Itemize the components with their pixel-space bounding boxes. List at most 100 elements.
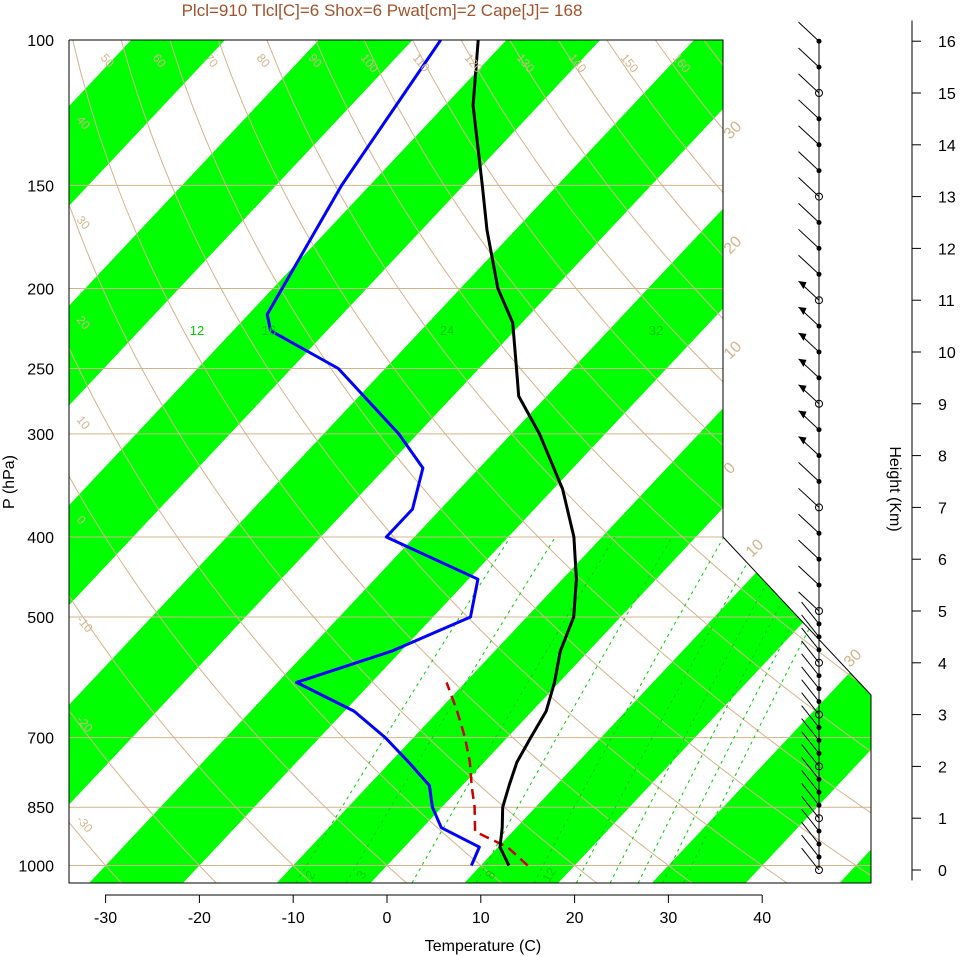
x-tick-label: -10 <box>282 910 305 927</box>
wind-barb-pennant <box>798 410 807 419</box>
barb-level-marker <box>816 530 822 536</box>
wind-barb-pennant <box>798 332 807 341</box>
barb-level-marker <box>815 710 823 719</box>
barb-level-marker <box>816 699 822 705</box>
barb-level-marker <box>816 142 822 148</box>
wind-barb <box>801 679 820 702</box>
barb-level-marker <box>815 192 823 201</box>
dry-adiabat <box>412 40 871 883</box>
parcel-line <box>445 681 529 867</box>
wind-barb <box>798 203 820 223</box>
barb-level-marker <box>815 503 823 512</box>
p-tick-label: 100 <box>27 33 54 50</box>
isotherm-label: 0 <box>721 459 739 477</box>
barb-level-marker <box>816 38 822 44</box>
height-tick-label: 1 <box>938 811 947 828</box>
green-band <box>69 40 413 883</box>
dry-adiabat-label: 80 <box>254 51 274 70</box>
chart-title: Plcl=910 Tlcl[C]=6 Shox=6 Pwat[cm]=2 Cap… <box>182 1 583 20</box>
dry-adiabat <box>69 40 407 883</box>
barb-level-marker <box>816 621 822 627</box>
mixing-ratio-line <box>411 536 616 883</box>
height-tick-label: 14 <box>938 138 956 155</box>
barb-level-marker <box>816 854 822 860</box>
plot-area <box>69 40 871 883</box>
x-tick-label: 10 <box>472 910 490 927</box>
barb-level-marker <box>816 556 822 562</box>
dry-adiabat <box>460 40 871 883</box>
height-tick-label: 3 <box>938 708 947 725</box>
mixing-ratio-line <box>295 536 511 883</box>
wind-barb <box>798 73 820 94</box>
height-tick-label: 16 <box>938 34 956 51</box>
plot-frame <box>68 39 872 884</box>
mixing-ratio-line <box>533 536 725 883</box>
height-tick-label: 0 <box>938 863 947 880</box>
wind-barb-pennant <box>798 384 807 393</box>
dewpoint-line <box>265 40 481 867</box>
barb-level-marker <box>816 673 822 679</box>
x-tick-label: -30 <box>94 910 117 927</box>
mixing-ratio-label: 12 <box>539 865 559 885</box>
wind-barb <box>801 627 820 651</box>
mixing-ratio-line <box>637 536 818 883</box>
wind-barb <box>801 744 820 767</box>
wind-barb <box>798 21 820 42</box>
mixing-ratio-line <box>575 536 763 883</box>
isobar-gridlines <box>69 40 871 867</box>
green-band <box>276 40 871 883</box>
wind-barbs <box>798 21 823 874</box>
x-tick-label: 40 <box>753 910 771 927</box>
wind-barb <box>801 821 820 845</box>
wind-barb <box>798 177 820 197</box>
barb-level-marker <box>816 828 822 834</box>
x-tick-label: -20 <box>188 910 211 927</box>
barb-level-marker <box>816 841 822 847</box>
dry-adiabat <box>69 40 122 883</box>
dry-adiabat <box>69 40 312 883</box>
wind-barb <box>798 513 820 534</box>
dry-adiabat <box>120 40 788 883</box>
p-tick-label: 500 <box>27 610 54 627</box>
x-tick-label: 30 <box>660 910 678 927</box>
barb-level-marker <box>816 220 822 225</box>
wind-barb <box>798 47 820 68</box>
height-tick-label: 6 <box>938 552 947 569</box>
dry-adiabat <box>69 40 503 883</box>
p-tick-label: 300 <box>27 427 54 444</box>
wind-barb <box>798 125 820 146</box>
x-tick-label: 20 <box>566 910 584 927</box>
isotherm-label: 10 <box>743 536 768 561</box>
wind-barb-pennant <box>798 307 807 316</box>
barb-level-marker <box>816 789 822 795</box>
wind-barb-pennant <box>798 436 807 445</box>
y-axis-label: P (hPa) <box>1 455 18 509</box>
height-tick-label: 15 <box>938 86 956 103</box>
x-axis-label: Temperature (C) <box>425 938 541 955</box>
wind-barb <box>801 718 820 741</box>
dry-adiabat <box>314 40 871 883</box>
sounding-series <box>265 40 578 867</box>
height-tick-label: 10 <box>938 345 956 362</box>
green-band <box>69 40 601 883</box>
mixing-ratio-line <box>661 536 839 883</box>
wind-barb <box>801 847 820 871</box>
p-tick-label: 400 <box>27 530 54 547</box>
barb-level-marker <box>816 479 822 484</box>
wind-barb <box>801 770 820 793</box>
barb-level-marker <box>816 738 822 743</box>
dry-adiabat-label: 150 <box>618 51 642 76</box>
wind-barb <box>801 783 820 806</box>
wind-barb <box>801 795 820 819</box>
mixing-ratio-label: 24 <box>440 323 454 338</box>
height-tick-label: 13 <box>938 190 956 207</box>
wind-barb <box>801 601 820 625</box>
chart-labels: 50 60 70 80 90 100 110 120 130 140 150 160403020100… <box>74 51 866 885</box>
p-tick-label: 1000 <box>18 859 54 876</box>
height-tick-label: 11 <box>938 293 955 310</box>
wind-barb <box>798 462 820 482</box>
barb-level-marker <box>816 647 822 653</box>
height-tick-label: 9 <box>938 397 947 414</box>
barb-level-marker <box>815 814 823 823</box>
wind-barb <box>798 99 820 120</box>
